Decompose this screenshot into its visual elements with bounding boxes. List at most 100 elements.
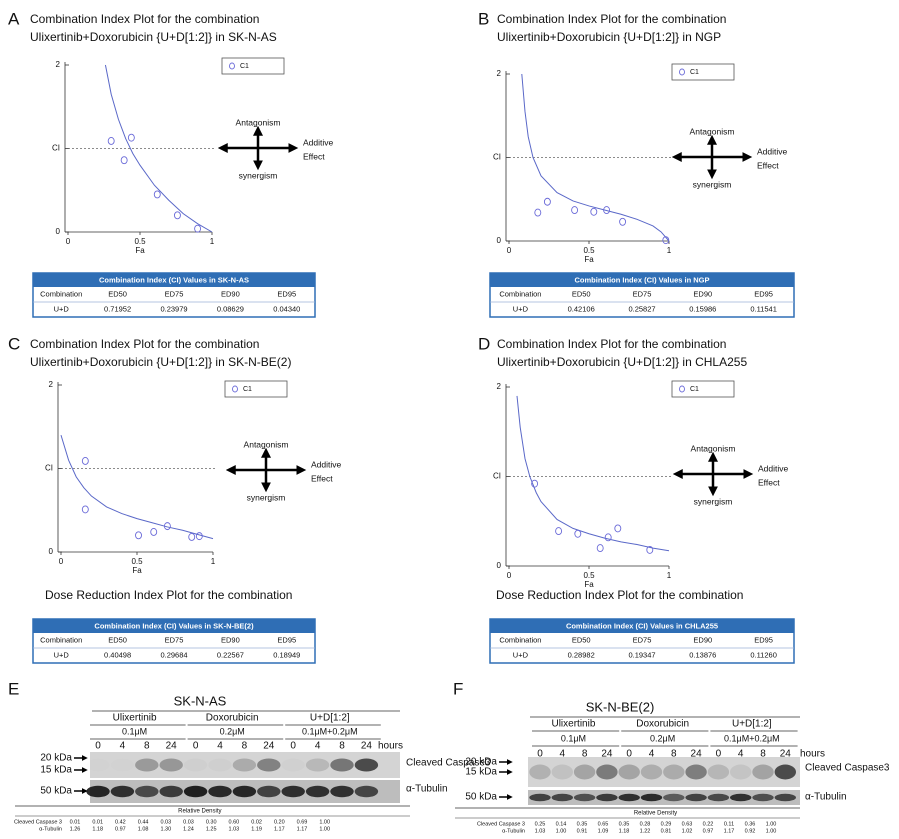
data-point bbox=[174, 212, 180, 219]
band bbox=[257, 759, 280, 772]
band bbox=[618, 794, 639, 802]
density-value: 0.44 bbox=[138, 819, 149, 825]
data-point bbox=[556, 528, 562, 535]
density-value: 0.97 bbox=[703, 828, 714, 834]
density-value: 0.92 bbox=[745, 828, 756, 834]
density-value: 0.02 bbox=[251, 819, 262, 825]
band bbox=[281, 786, 304, 798]
band bbox=[730, 794, 751, 802]
density-value: 1.17 bbox=[724, 828, 735, 834]
time-label: 4 bbox=[217, 741, 223, 752]
density-value: 1.03 bbox=[229, 826, 240, 832]
marker-label: 50 kDa bbox=[465, 792, 497, 803]
band bbox=[775, 765, 796, 780]
annotation: Antagonism bbox=[690, 126, 735, 136]
table-header: ED90 bbox=[693, 289, 712, 298]
table-header: Combination bbox=[499, 635, 541, 644]
table-header: ED95 bbox=[277, 635, 296, 644]
density-value: 1.00 bbox=[319, 819, 330, 825]
data-point bbox=[136, 532, 142, 539]
table-title: Combination Index (CI) Values in SK-N-BE… bbox=[94, 621, 254, 630]
y-tick-label: 2 bbox=[497, 382, 502, 391]
data-point bbox=[575, 530, 581, 537]
table-header: ED90 bbox=[693, 635, 712, 644]
band bbox=[159, 759, 182, 772]
dose-label: 0.1μM+0.2μM bbox=[724, 733, 780, 743]
band bbox=[306, 759, 329, 772]
group-label: Ulixertinib bbox=[551, 719, 595, 730]
y-tick-label: 2 bbox=[49, 380, 54, 389]
table-cell: 0.13876 bbox=[689, 650, 716, 659]
x-tick-label: 0.5 bbox=[131, 557, 143, 566]
annotation: synergism bbox=[239, 170, 278, 180]
density-row-label: Cleaved Caspase 3 bbox=[477, 821, 525, 827]
figure: A Combination Index Plot for the combinat… bbox=[0, 0, 899, 834]
band bbox=[641, 765, 662, 780]
x-axis-label: Fa bbox=[135, 246, 145, 255]
panel-letter: A bbox=[8, 9, 20, 28]
chart-subtitle: Ulixertinib+Doxorubicin {U+D[1:2]} in SK… bbox=[30, 30, 277, 44]
fit-line bbox=[517, 396, 669, 551]
table-cell: 0.22567 bbox=[217, 650, 244, 659]
chart-title: Combination Index Plot for the combinati… bbox=[497, 337, 726, 351]
band bbox=[86, 786, 109, 798]
data-point bbox=[535, 209, 541, 216]
band bbox=[685, 794, 706, 802]
data-point bbox=[108, 137, 114, 144]
density-value: 0.03 bbox=[183, 819, 194, 825]
band bbox=[663, 794, 684, 802]
table-header: ED50 bbox=[108, 635, 127, 644]
data-point bbox=[128, 134, 134, 141]
band bbox=[233, 759, 256, 772]
band bbox=[281, 759, 304, 772]
band bbox=[306, 786, 329, 798]
table-cell: 0.42106 bbox=[568, 304, 595, 313]
marker-label: 50 kDa bbox=[40, 786, 72, 797]
band bbox=[708, 765, 729, 780]
density-value: 0.29 bbox=[661, 821, 672, 827]
band bbox=[355, 759, 378, 772]
density-value: 1.02 bbox=[682, 828, 693, 834]
x-tick-label: 1 bbox=[667, 246, 672, 255]
table-header: Combination bbox=[499, 289, 541, 298]
density-value: 0.14 bbox=[556, 821, 567, 827]
density-value: 1.17 bbox=[274, 826, 285, 832]
x-tick-label: 0 bbox=[507, 571, 512, 580]
chart-subtitle: Ulixertinib+Doxorubicin {U+D[1:2]} in SK… bbox=[30, 355, 291, 369]
annotation: Effect bbox=[758, 477, 780, 487]
data-point bbox=[544, 198, 550, 205]
table-cell: 0.23979 bbox=[160, 304, 187, 313]
table-header: ED75 bbox=[165, 289, 184, 298]
band bbox=[529, 794, 550, 802]
table-header: ED50 bbox=[108, 289, 127, 298]
density-row-label: α-Tubulin bbox=[502, 828, 525, 834]
band-label: Cleaved Caspase3 bbox=[805, 763, 890, 774]
density-row-label: Cleaved Caspase 3 bbox=[14, 819, 62, 825]
table-cell: 0.08629 bbox=[217, 304, 244, 313]
x-tick-label: 0 bbox=[59, 557, 64, 566]
band bbox=[574, 765, 595, 780]
data-point bbox=[591, 208, 597, 215]
annotation: Additive bbox=[311, 459, 342, 469]
band bbox=[184, 786, 207, 798]
dose-label: 0.1μM bbox=[122, 726, 147, 736]
table-cell: 0.29684 bbox=[160, 650, 187, 659]
density-value: 1.26 bbox=[70, 826, 81, 832]
density-value: 1.09 bbox=[598, 828, 609, 834]
density-value: 0.35 bbox=[577, 821, 588, 827]
annotation: synergism bbox=[693, 179, 732, 189]
table-header: ED95 bbox=[277, 289, 296, 298]
data-point bbox=[121, 157, 127, 164]
annotation: Antagonism bbox=[244, 439, 289, 449]
time-label: 24 bbox=[166, 741, 178, 752]
density-value: 1.00 bbox=[556, 828, 567, 834]
time-label: 8 bbox=[339, 741, 345, 752]
time-label: 8 bbox=[144, 741, 150, 752]
density-value: 0.65 bbox=[598, 821, 609, 827]
data-point bbox=[82, 506, 88, 513]
x-tick-label: 0 bbox=[507, 246, 512, 255]
y-tick-label: CI bbox=[493, 153, 501, 162]
density-value: 0.20 bbox=[274, 819, 285, 825]
density-title: Relative Density bbox=[634, 811, 677, 817]
data-point bbox=[572, 207, 578, 214]
